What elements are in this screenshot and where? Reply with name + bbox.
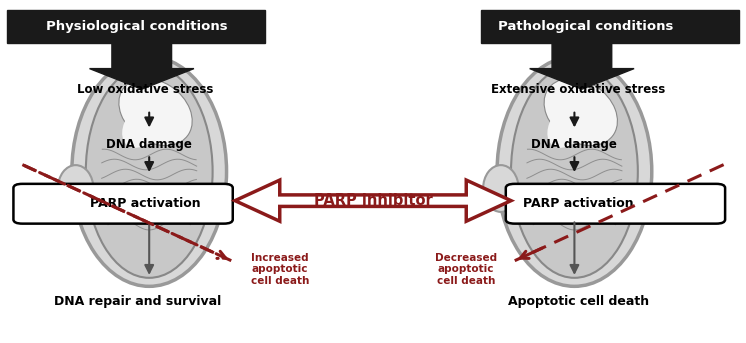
Polygon shape (235, 180, 511, 221)
Ellipse shape (58, 165, 93, 212)
Ellipse shape (497, 57, 652, 286)
Polygon shape (90, 43, 194, 89)
FancyBboxPatch shape (481, 10, 739, 43)
Ellipse shape (72, 57, 227, 286)
Text: Physiological conditions: Physiological conditions (46, 20, 228, 33)
Text: DNA damage: DNA damage (106, 138, 192, 151)
Ellipse shape (483, 165, 518, 212)
Text: Increased
apoptotic
cell death: Increased apoptotic cell death (251, 253, 309, 286)
Polygon shape (530, 43, 634, 89)
Text: Apoptotic cell death: Apoptotic cell death (507, 295, 649, 308)
Text: Extensive oxidative stress: Extensive oxidative stress (491, 83, 665, 96)
Text: Decreased
apoptotic
cell death: Decreased apoptotic cell death (435, 253, 498, 286)
FancyBboxPatch shape (13, 184, 233, 224)
Text: DNA repair and survival: DNA repair and survival (54, 295, 222, 308)
Ellipse shape (548, 102, 589, 148)
FancyBboxPatch shape (506, 184, 725, 224)
Text: DNA damage: DNA damage (531, 138, 618, 151)
Text: Low oxidative stress: Low oxidative stress (78, 83, 213, 96)
Ellipse shape (86, 65, 213, 278)
FancyBboxPatch shape (7, 10, 265, 43)
Text: PARP inhibitor: PARP inhibitor (313, 193, 433, 208)
Ellipse shape (122, 102, 163, 148)
Ellipse shape (511, 65, 638, 278)
Text: Pathological conditions: Pathological conditions (498, 20, 674, 33)
Text: PARP activation: PARP activation (523, 197, 633, 210)
Ellipse shape (544, 78, 618, 145)
Text: PARP activation: PARP activation (90, 197, 201, 210)
Ellipse shape (119, 78, 192, 145)
